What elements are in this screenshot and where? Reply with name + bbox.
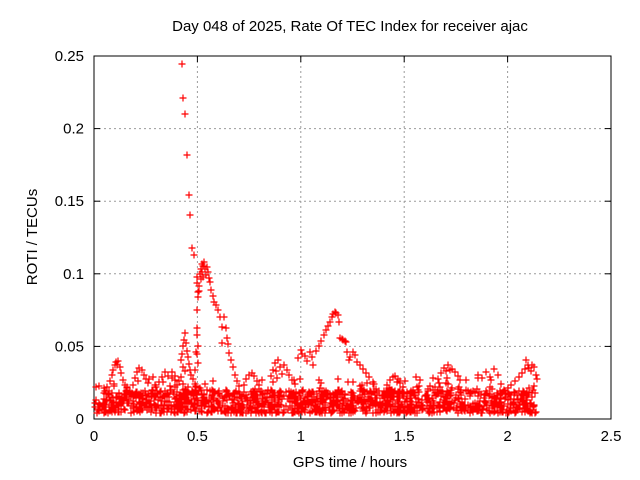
- tick-label: 0.15: [55, 193, 84, 210]
- tick-label: 0: [90, 428, 98, 445]
- tick-label: 0: [76, 411, 84, 428]
- scatter-points: [91, 60, 541, 417]
- x-tick-labels: 0 0.5 1 1.5 2 2.5: [90, 428, 622, 445]
- tick-label: 1.5: [394, 428, 415, 445]
- tick-label: 1: [297, 428, 305, 445]
- grid-lines: [94, 56, 611, 419]
- tick-label: 2: [503, 428, 511, 445]
- tick-label: 2.5: [601, 428, 622, 445]
- plot-border: [93, 55, 612, 420]
- x-axis-label: GPS time / hours: [293, 454, 407, 471]
- tick-label: 0.2: [63, 121, 84, 138]
- tick-label: 0.5: [187, 428, 208, 445]
- series-roti-markers: [91, 60, 541, 417]
- tick-label: 0.25: [55, 48, 84, 65]
- chart-title: Day 048 of 2025, Rate Of TEC Index for r…: [172, 18, 528, 35]
- tick-label: 0.05: [55, 338, 84, 355]
- tick-label: 0.1: [63, 266, 84, 283]
- y-axis-label: ROTI / TECUs: [24, 189, 41, 285]
- y-tick-labels: 0 0.05 0.1 0.15 0.2 0.25: [55, 48, 84, 428]
